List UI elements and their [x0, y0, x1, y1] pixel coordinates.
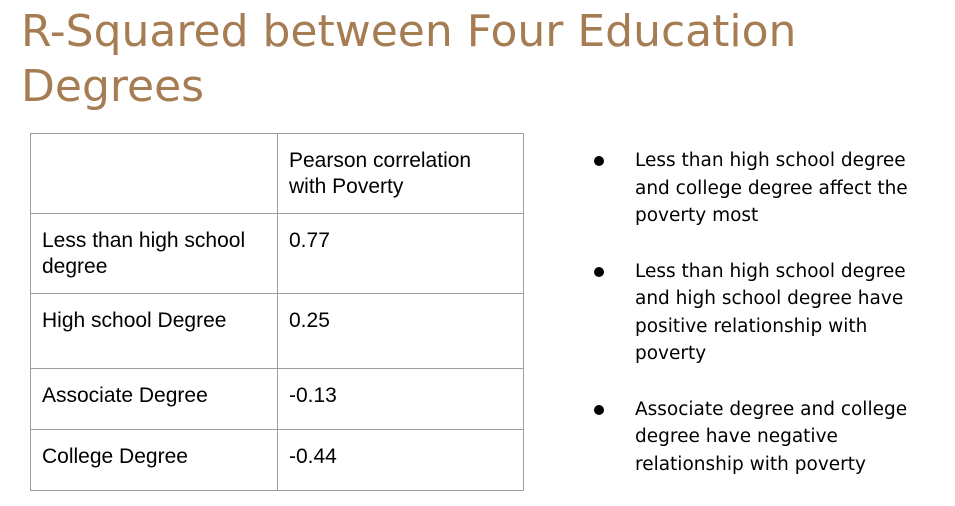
degree-label-cell: Associate Degree	[30, 368, 278, 430]
table-header-cell-correlation: Pearson correlation with Poverty	[277, 133, 524, 214]
bullet-dot-icon	[594, 266, 604, 277]
table-row: High school Degree 0.25	[30, 293, 524, 369]
correlation-value-cell: -0.13	[277, 368, 524, 430]
table-header-row: Pearson correlation with Poverty	[30, 133, 524, 214]
bullet-item: Associate degree and college degree have…	[594, 396, 944, 479]
table-row: College Degree -0.44	[30, 429, 524, 491]
findings-bullet-list: Less than high school degree and college…	[594, 147, 944, 506]
bullet-text: Associate degree and college degree have…	[635, 398, 908, 475]
degree-label-cell: College Degree	[30, 429, 278, 491]
correlation-table: Pearson correlation with Poverty Less th…	[30, 133, 524, 491]
bullet-text: Less than high school degree and high sc…	[635, 260, 906, 365]
bullet-text: Less than high school degree and college…	[635, 150, 908, 226]
bullet-dot-icon	[594, 404, 604, 415]
slide-title: R-Squared between Four Education Degrees	[21, 6, 797, 112]
table-row: Less than high school degree 0.77	[30, 213, 524, 294]
bullet-item: Less than high school degree and college…	[594, 147, 944, 230]
correlation-value-cell: -0.44	[277, 429, 524, 491]
bullet-dot-icon	[594, 156, 604, 166]
bullet-item: Less than high school degree and high sc…	[594, 258, 944, 368]
degree-label-cell: Less than high school degree	[30, 213, 278, 294]
table-header-cell-empty	[30, 133, 278, 214]
correlation-value-cell: 0.25	[277, 293, 524, 369]
degree-label-cell: High school Degree	[30, 293, 278, 369]
table-row: Associate Degree -0.13	[30, 368, 524, 430]
correlation-value-cell: 0.77	[277, 213, 524, 294]
